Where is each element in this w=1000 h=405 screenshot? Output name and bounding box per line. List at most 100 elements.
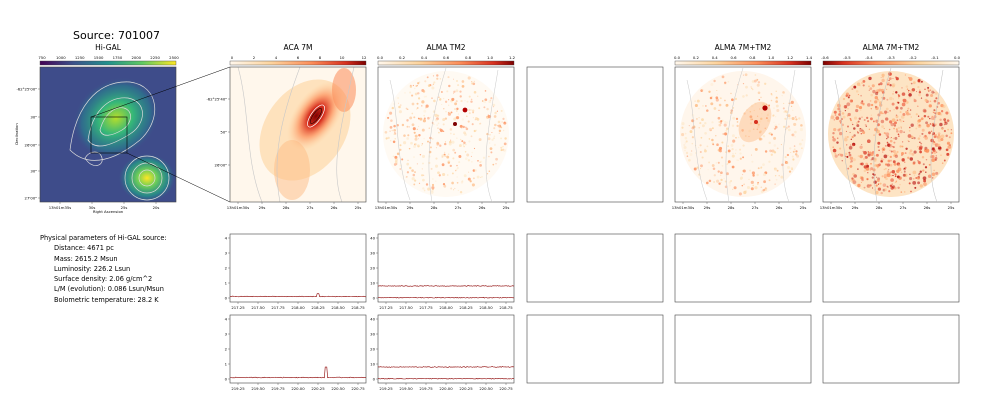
noise-speck (751, 80, 755, 83)
noise-speck (903, 179, 905, 181)
noise-speck (863, 119, 866, 121)
noise-speck (858, 106, 863, 110)
noise-speck (742, 144, 745, 147)
noise-speck (784, 159, 787, 162)
noise-speck (737, 159, 740, 161)
spectrum-frame (229, 314, 367, 384)
noise-speck (888, 79, 890, 82)
noise-speck (783, 110, 786, 114)
noise-speck (735, 117, 739, 121)
noise-speck (416, 163, 419, 165)
noise-speck (717, 161, 720, 164)
x-tick-label: 219.50 (399, 386, 413, 391)
alma-7m-tm2-diff-colorbar (822, 60, 960, 66)
noise-speck (894, 173, 897, 176)
noise-speck (500, 126, 503, 129)
noise-speck (681, 122, 685, 126)
noise-speck (837, 154, 840, 156)
noise-speck (503, 142, 507, 146)
noise-speck (837, 128, 841, 132)
noise-speck (750, 117, 752, 120)
noise-speck (471, 82, 474, 85)
noise-speck (849, 164, 853, 168)
noise-speck (900, 171, 903, 174)
noise-speck (437, 127, 439, 130)
x-tick-label: 25s (948, 205, 955, 210)
noise-speck (941, 162, 944, 164)
noise-speck (416, 144, 420, 148)
noise-speck (409, 166, 412, 170)
x-tick-label: 218.50 (479, 305, 493, 310)
noise-speck (458, 155, 462, 158)
colorbar-tick-label: 0.6 (731, 55, 738, 60)
spectrum-empty-row2-b (674, 314, 812, 384)
noise-speck (931, 90, 935, 94)
noise-speck (883, 168, 886, 171)
noise-speck (387, 116, 390, 119)
noise-speck (919, 150, 922, 154)
noise-speck (431, 86, 435, 90)
noise-speck (427, 140, 429, 143)
noise-speck (496, 110, 498, 112)
noise-speck (844, 152, 848, 156)
noise-speck (456, 107, 459, 111)
colorbar-tick-label: -0.3 (887, 55, 895, 60)
noise-speck (431, 137, 434, 140)
noise-speck (886, 98, 889, 101)
noise-speck (925, 148, 930, 153)
noise-speck (497, 124, 499, 127)
noise-speck (892, 150, 894, 153)
noise-speck (397, 102, 400, 104)
noise-speck (879, 182, 882, 185)
noise-speck (478, 107, 481, 110)
noise-speck (882, 188, 886, 192)
alma-tm2-noise (384, 74, 507, 194)
noise-speck (464, 99, 466, 102)
noise-speck (904, 74, 906, 76)
noise-speck (872, 89, 876, 94)
noise-speck (798, 117, 801, 120)
noise-speck (732, 152, 734, 155)
noise-speck (749, 115, 753, 119)
noise-speck (697, 146, 700, 149)
noise-speck (849, 144, 852, 146)
noise-speck (780, 175, 784, 179)
noise-speck (849, 117, 852, 120)
noise-speck (442, 118, 446, 122)
noise-speck (919, 89, 921, 91)
noise-speck (891, 183, 893, 185)
x-tick-label: 220.00 (291, 386, 305, 391)
noise-speck (870, 93, 873, 97)
higal-colorbar-ticks: 750 1000 1250 1500 1750 2000 2250 2500 (38, 55, 179, 60)
noise-speck (868, 128, 871, 131)
noise-speck (434, 113, 438, 117)
noise-speck (919, 172, 921, 174)
noise-speck (842, 97, 846, 101)
noise-speck (766, 127, 768, 129)
noise-speck (443, 184, 447, 188)
noise-speck (472, 111, 475, 114)
noise-speck (716, 93, 718, 95)
noise-speck (449, 164, 452, 168)
noise-speck (884, 110, 888, 114)
noise-speck (857, 131, 859, 133)
noise-speck (896, 150, 899, 154)
noise-speck (700, 89, 703, 92)
noise-speck (470, 135, 473, 138)
noise-speck (940, 103, 944, 108)
noise-speck (901, 102, 906, 107)
noise-speck (403, 141, 407, 145)
noise-speck (754, 74, 757, 76)
noise-speck (410, 141, 413, 145)
noise-speck (741, 129, 744, 132)
noise-speck (732, 139, 736, 143)
noise-speck (694, 100, 696, 102)
noise-speck (416, 128, 418, 130)
noise-speck (731, 154, 735, 158)
noise-speck (899, 119, 903, 123)
noise-speck (790, 105, 793, 108)
noise-speck (893, 186, 897, 190)
noise-speck (727, 80, 730, 83)
noise-speck (408, 126, 410, 128)
noise-speck (500, 137, 503, 140)
